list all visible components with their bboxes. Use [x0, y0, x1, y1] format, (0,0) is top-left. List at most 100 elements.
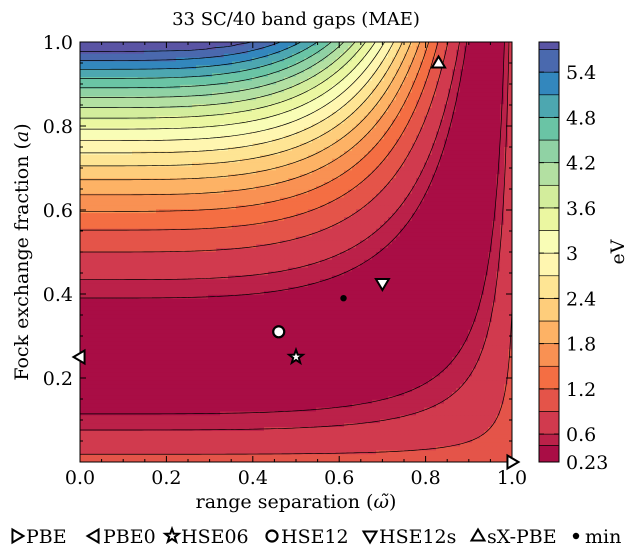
contour-cell	[104, 88, 109, 94]
contour-cell	[504, 174, 509, 179]
contour-cell	[360, 49, 365, 55]
contour-cell	[312, 69, 317, 74]
contour-cell	[484, 49, 489, 55]
contour-cell	[360, 178, 365, 183]
contour-cell	[344, 84, 349, 90]
contour-cell	[220, 127, 225, 133]
contour-cell	[232, 213, 237, 218]
contour-cell	[208, 174, 213, 179]
contour-cell	[116, 108, 121, 113]
contour-cell	[140, 53, 145, 59]
contour-cell	[224, 69, 229, 74]
contour-cell	[244, 61, 249, 66]
contour-cell	[504, 88, 509, 94]
contour-cell	[332, 205, 337, 210]
contour-cell	[316, 189, 321, 195]
contour-cell	[104, 185, 109, 191]
contour-cell	[424, 73, 429, 78]
contour-cell	[144, 69, 149, 74]
contour-cell	[196, 96, 201, 101]
contour-cell	[316, 182, 321, 187]
contour-cell	[216, 166, 221, 171]
contour-cell	[120, 127, 125, 133]
contour-cell	[488, 197, 493, 203]
contour-cell	[120, 45, 125, 51]
contour-cell	[452, 65, 457, 70]
contour-cell	[184, 182, 189, 187]
contour-cell	[304, 213, 309, 218]
contour-cell	[364, 100, 369, 105]
contour-cell	[264, 147, 269, 152]
contour-cell	[116, 45, 121, 51]
contour-cell	[328, 123, 333, 129]
contour-cell	[496, 100, 501, 105]
contour-cell	[272, 88, 277, 94]
contour-cell	[424, 162, 429, 168]
contour-cell	[464, 182, 469, 187]
contour-cell	[128, 174, 133, 179]
contour-cell	[480, 84, 485, 90]
contour-cell	[444, 88, 449, 94]
contour-cell	[460, 185, 465, 191]
contour-cell	[124, 119, 129, 125]
contour-cell	[292, 65, 297, 70]
contour-cell	[360, 162, 365, 168]
contour-cell	[252, 80, 257, 86]
contour-cell	[492, 100, 497, 105]
contour-cell	[80, 69, 85, 74]
contour-cell	[336, 45, 341, 51]
contour-cell	[496, 135, 501, 140]
contour-cell	[356, 88, 361, 94]
contour-cell	[456, 185, 461, 191]
contour-cell	[96, 158, 101, 164]
contour-cell	[504, 185, 509, 191]
contour-cell	[144, 139, 149, 144]
contour-cell	[496, 205, 501, 210]
contour-cell	[300, 92, 305, 98]
contour-cell	[228, 80, 233, 86]
contour-cell	[508, 201, 512, 206]
contour-cell	[236, 108, 241, 113]
contour-cell	[108, 119, 113, 125]
contour-cell	[284, 201, 289, 206]
contour-cell	[388, 61, 393, 66]
contour-cell	[452, 69, 457, 74]
contour-cell	[196, 73, 201, 78]
contour-cell	[324, 143, 329, 148]
contour-cell	[404, 49, 409, 55]
contour-cell	[360, 53, 365, 59]
contour-cell	[168, 108, 173, 113]
contour-cell	[188, 92, 193, 98]
contour-cell	[396, 65, 401, 70]
contour-cell	[140, 88, 145, 94]
contour-cell	[340, 143, 345, 148]
contour-cell	[472, 182, 477, 187]
contour-cell	[116, 119, 121, 125]
contour-cell	[176, 201, 181, 206]
contour-cell	[208, 96, 213, 101]
contour-cell	[316, 69, 321, 74]
contour-cell	[124, 201, 129, 206]
contour-cell	[472, 80, 477, 86]
contour-cell	[476, 84, 481, 90]
contour-cell	[244, 92, 249, 98]
contour-cell	[148, 170, 153, 175]
contour-cell	[404, 147, 409, 152]
contour-cell	[504, 115, 509, 121]
contour-cell	[312, 92, 317, 98]
contour-cell	[468, 88, 473, 94]
contour-cell	[328, 65, 333, 70]
contour-cell	[332, 166, 337, 171]
contour-cell	[288, 201, 293, 206]
contour-cell	[380, 205, 385, 210]
contour-cell	[488, 162, 493, 168]
contour-cell	[316, 154, 321, 160]
contour-cell	[112, 139, 117, 144]
contour-cell	[152, 84, 157, 90]
contour-cell	[264, 139, 269, 144]
contour-cell	[372, 108, 377, 113]
contour-cell	[412, 100, 417, 105]
contour-cell	[440, 143, 445, 148]
contour-cell	[112, 127, 117, 133]
contour-cell	[156, 135, 161, 140]
